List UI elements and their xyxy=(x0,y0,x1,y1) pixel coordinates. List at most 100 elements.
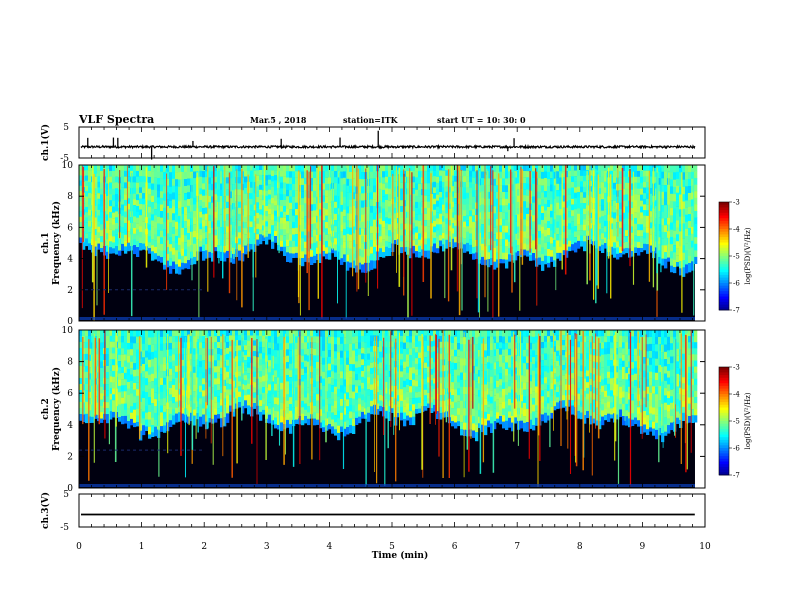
ch2-spectrogram-cell xyxy=(304,373,308,380)
ch2-spectrogram-cell xyxy=(160,357,164,365)
ch1-spectrogram-cell xyxy=(112,165,116,172)
ch2-spectrogram-cell xyxy=(163,391,167,399)
ch2-spectrogram-cell xyxy=(130,355,134,363)
ch1-spectrogram-cell xyxy=(187,192,191,200)
ch1-spectrogram-cell xyxy=(169,172,173,180)
ch1-spectrogram-cell xyxy=(289,165,293,172)
ch1-spectrogram-cell xyxy=(220,177,224,184)
ch1-spectrogram-cell xyxy=(340,231,344,239)
ch1-spectrogram-cell xyxy=(379,248,383,257)
ch2-spectrogram-cell xyxy=(211,355,215,363)
ch2-spectrogram-cell xyxy=(313,349,317,356)
ch2-spectrogram-cell xyxy=(142,404,146,412)
ch1-spectrogram-cell xyxy=(409,200,413,207)
ch2-spectrogram-cell xyxy=(133,402,137,410)
ch1-spectrogram-cell xyxy=(625,165,629,172)
ch1-spectrogram-cell xyxy=(187,246,191,254)
ch1-spectrogram-cell xyxy=(256,228,260,235)
ch2-spectrogram-cell xyxy=(262,347,266,354)
ch1-spectrogram-cell xyxy=(496,252,500,260)
ch1-spectrogram-cell xyxy=(373,185,377,193)
ch2-spectrogram-cell xyxy=(220,355,224,362)
ch1-spectrogram-cell xyxy=(181,262,185,270)
ch2-spectrogram-cell xyxy=(226,383,230,390)
ch2-spectrogram-cell xyxy=(151,381,155,389)
ch1-spectrogram-cell xyxy=(115,223,119,230)
ch1-spectrogram-cell xyxy=(88,193,92,199)
ch2-spectrogram-cell xyxy=(148,412,152,420)
ch1-spectrogram-cell xyxy=(640,218,644,225)
ch2-spectrogram-cell xyxy=(256,373,260,380)
ch1-spectrogram-cell xyxy=(289,247,293,254)
ch1-spectrogram-cell xyxy=(226,208,230,215)
ch2-spectrogram-cell xyxy=(112,394,116,401)
ch2-spectrogram-cell xyxy=(208,393,212,400)
ch2-spectrogram-cell xyxy=(100,374,104,381)
ch2-spectrogram-cell xyxy=(244,390,248,396)
ch1-spectrogram-cell xyxy=(169,165,173,173)
ch1-spectrogram-cell xyxy=(517,183,521,190)
ch2-spectrogram-cell xyxy=(313,399,317,407)
ch2-spectrogram-cell xyxy=(175,365,179,373)
ch1-spectrogram-cell xyxy=(466,215,470,221)
ch1-spectrogram-cell xyxy=(640,188,644,195)
ch2-spectrogram-cell xyxy=(304,397,308,404)
ch1-spectrogram-cell xyxy=(85,180,89,187)
ch2-spectrogram-cell xyxy=(136,362,140,370)
ch2-spectrogram-cell xyxy=(337,388,341,397)
ch2-spectrogram-cell xyxy=(313,412,317,419)
ch1-spectrogram-cell xyxy=(640,230,644,237)
ch1-spectrogram-cell xyxy=(457,243,461,250)
ch1-spectrogram-cell xyxy=(172,227,176,235)
ch2-spectrogram-cell xyxy=(121,391,125,398)
ch2-spectrogram-cell xyxy=(85,336,89,343)
ch2-spectrogram-cell xyxy=(82,402,86,409)
ch1-spectrogram-cell xyxy=(463,232,467,239)
ch1-spectrogram-cell xyxy=(466,226,470,233)
ch1-spectrogram-cell xyxy=(253,199,257,205)
ch1-spectrogram-cell xyxy=(139,198,143,205)
ch1-spectrogram-cell xyxy=(583,230,587,237)
ch2-spectrogram-cell xyxy=(334,429,338,436)
ch1-spectrogram-cell xyxy=(151,251,155,261)
ch1-spectrogram-cell xyxy=(208,208,212,216)
ch2-spectrogram-cell xyxy=(139,337,143,345)
ch2-spectrogram-cell xyxy=(247,389,251,395)
ch1-spectrogram-cell xyxy=(427,250,431,259)
ch2-spectrogram-cell xyxy=(331,405,335,413)
ch1-spectrogram-cell xyxy=(310,217,314,225)
ch2-spectrogram-cell xyxy=(217,414,221,419)
ch1-spectrogram-cell xyxy=(619,202,623,210)
ch1-spectrogram-cell xyxy=(211,196,215,203)
ch1-spectrogram-cell xyxy=(193,256,197,265)
ch1-spectrogram-cell xyxy=(313,165,317,172)
ch2-spectrogram-cell xyxy=(322,378,326,386)
ch1-spectrogram-cell xyxy=(370,205,374,214)
ch2-spectrogram-cell xyxy=(331,392,335,400)
ch2-spectrogram-cell xyxy=(118,385,122,393)
ch1-spectrogram-cell xyxy=(679,179,683,188)
ch1-spectrogram-cell xyxy=(601,187,605,194)
ch1-spectrogram-cell xyxy=(646,193,650,200)
ch1-spectrogram-cell xyxy=(271,203,275,210)
ch1-spectrogram-cell xyxy=(505,225,509,233)
ch1-spectrogram-cell xyxy=(346,220,350,228)
ch1-spectrogram-cell xyxy=(151,232,155,240)
ch2-spectrogram-cell xyxy=(337,374,341,382)
ch2-spectrogram-cell xyxy=(331,398,335,406)
ch1-spectrogram-cell xyxy=(559,215,563,222)
ch1-spectrogram-cell xyxy=(160,217,164,225)
ch1-spectrogram-cell xyxy=(415,189,419,197)
ch1-spectrogram-cell xyxy=(682,194,686,202)
ch1-spectrogram-cell xyxy=(358,213,362,222)
ch2-spectrogram-cell xyxy=(136,330,140,337)
ch1-spectrogram-cell xyxy=(682,186,686,195)
ch1-spectrogram-cell xyxy=(508,165,512,172)
ch2-spectrogram-cell xyxy=(367,359,371,366)
ch2-spectrogram-cell xyxy=(334,415,338,423)
ch1-spectrogram-cell xyxy=(577,219,581,225)
ch1-spectrogram-cell xyxy=(295,221,299,229)
ch2-spectrogram-cell xyxy=(121,348,125,355)
ch1-spectrogram-cell xyxy=(637,200,641,207)
ch1-spectrogram-cell xyxy=(544,249,548,257)
